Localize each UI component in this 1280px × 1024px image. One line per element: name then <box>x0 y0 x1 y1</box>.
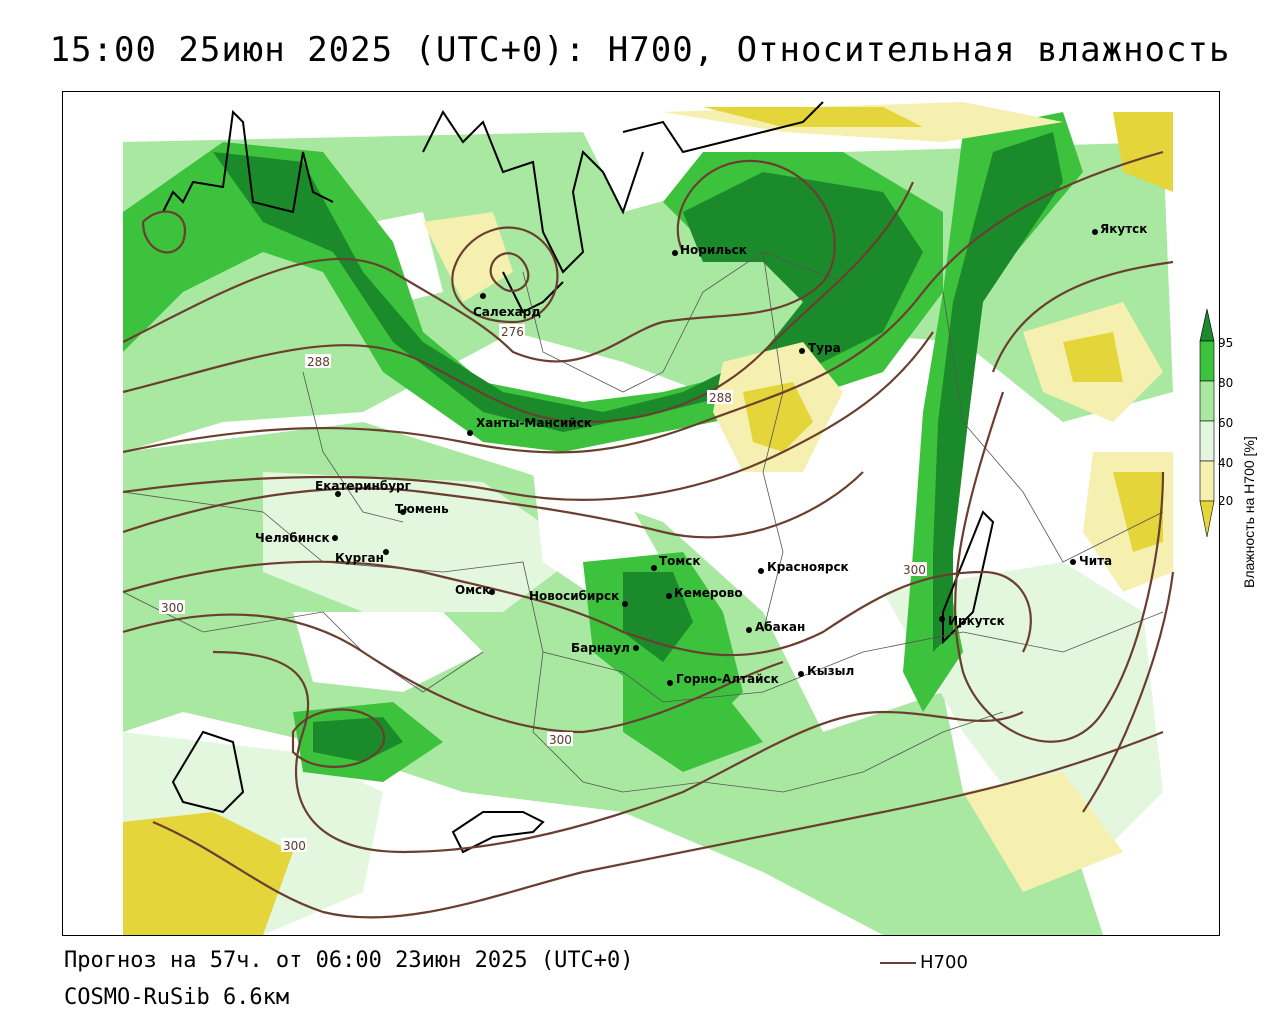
city-khanty-mansiysk: Ханты-Мансийск <box>467 416 592 436</box>
scale-tick-95: 95 <box>1218 336 1233 350</box>
humidity-color-scale: 95 80 60 40 20 <box>1198 305 1268 565</box>
svg-text:Якутск: Якутск <box>1100 222 1147 236</box>
svg-text:Барнаул: Барнаул <box>571 641 630 655</box>
h700-contours <box>122 150 1175 919</box>
svg-text:Салехард: Салехард <box>473 305 541 319</box>
city-tomsk: Томск <box>651 554 701 571</box>
contour-legend-label: H700 <box>920 952 968 973</box>
svg-text:Курган: Курган <box>335 551 384 565</box>
scale-tick-20: 20 <box>1218 494 1233 508</box>
svg-text:Кемерово: Кемерово <box>674 586 743 600</box>
contour-legend-line <box>880 962 916 964</box>
model-caption: COSMO-RuSib 6.6км <box>64 985 290 1010</box>
city-krasnoyarsk: Красноярск <box>758 560 849 574</box>
city-kemerovo: Кемерово <box>666 586 743 600</box>
weather-map: 276 288 288 300 300 300 300 Норильск Яку… <box>62 91 1220 936</box>
svg-text:Челябинск: Челябинск <box>255 531 330 545</box>
isoline-300-label-east: 300 <box>903 563 926 577</box>
svg-text:Ханты-Мансийск: Ханты-Мансийск <box>476 416 592 430</box>
city-salekhard: Салехард <box>473 293 541 319</box>
isoline-276-label: 276 <box>501 325 524 339</box>
contour-legend: H700 <box>880 952 968 973</box>
svg-text:Красноярск: Красноярск <box>767 560 849 574</box>
svg-text:Омск: Омск <box>455 583 490 597</box>
isoline-288-label-west: 288 <box>307 355 330 369</box>
forecast-caption: Прогноз на 57ч. от 06:00 23июн 2025 (UTC… <box>64 948 634 973</box>
svg-text:Новосибирск: Новосибирск <box>529 589 619 603</box>
isoline-300-label-west: 300 <box>161 601 184 615</box>
svg-text:Норильск: Норильск <box>680 243 747 257</box>
admin-borders <box>122 251 1164 793</box>
city-chelyabinsk: Челябинск <box>255 531 338 545</box>
city-omsk: Омск <box>455 583 495 597</box>
scale-title: Влажность на H700 [%] <box>1241 436 1257 588</box>
city-kyzyl: Кызыл <box>798 664 854 678</box>
svg-text:Томск: Томск <box>659 554 701 568</box>
isoline-300-label-southwest: 300 <box>283 839 306 853</box>
coastlines <box>162 101 995 854</box>
svg-text:Чита: Чита <box>1079 554 1112 568</box>
city-markers: Норильск Якутск Салехард Тура Ханты-Манс… <box>255 222 1147 686</box>
map-title: 15:00 25июн 2025 (UTC+0): H700, Относите… <box>49 30 1231 70</box>
humidity-field <box>123 102 1173 935</box>
svg-text:Екатеринбург: Екатеринбург <box>315 479 411 493</box>
svg-text:Абакан: Абакан <box>755 620 805 634</box>
scale-tick-60: 60 <box>1218 416 1233 430</box>
city-norilsk: Норильск <box>672 243 747 257</box>
isoline-labels: 276 288 288 300 300 300 300 <box>159 324 927 853</box>
isoline-288-label-east: 288 <box>709 391 732 405</box>
city-yekaterinburg: Екатеринбург <box>315 479 411 497</box>
city-kurgan: Курган <box>335 549 389 565</box>
city-tura: Тура <box>799 341 841 355</box>
svg-text:Кызыл: Кызыл <box>807 664 854 678</box>
scale-title-container: Влажность на H700 [%] <box>1238 340 1260 590</box>
city-tyumen: Тюмень <box>395 502 449 516</box>
svg-text:Тюмень: Тюмень <box>395 502 449 516</box>
scale-tick-40: 40 <box>1218 456 1233 470</box>
city-chita: Чита <box>1070 554 1112 568</box>
city-gorno-altaysk: Горно-Алтайск <box>667 672 779 686</box>
svg-text:Горно-Алтайск: Горно-Алтайск <box>676 672 779 686</box>
city-yakutsk: Якутск <box>1092 222 1147 236</box>
isoline-300-label-south: 300 <box>549 733 572 747</box>
city-abakan: Абакан <box>746 620 805 634</box>
svg-text:Тура: Тура <box>808 341 841 355</box>
svg-text:Иркутск: Иркутск <box>948 614 1005 628</box>
city-novosibirsk: Новосибирск <box>529 589 628 607</box>
scale-tick-80: 80 <box>1218 376 1233 390</box>
city-barnaul: Барнаул <box>571 641 639 655</box>
city-irkutsk: Иркутск <box>939 614 1005 628</box>
